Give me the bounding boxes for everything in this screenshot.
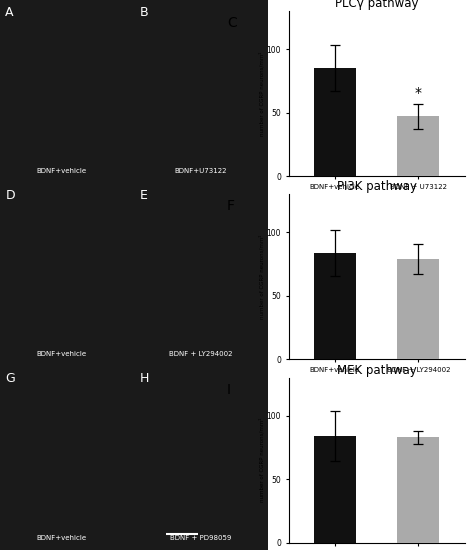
- Text: G: G: [5, 372, 15, 385]
- Text: BDNF + PD98059: BDNF + PD98059: [170, 535, 232, 541]
- Text: B: B: [139, 6, 148, 19]
- Text: D: D: [5, 189, 15, 202]
- Text: BDNF+vehicle: BDNF+vehicle: [36, 351, 87, 358]
- Text: A: A: [5, 6, 14, 19]
- Text: C: C: [227, 16, 237, 30]
- Bar: [398, 117, 439, 176]
- Text: BDNF+vehicle: BDNF+vehicle: [36, 168, 87, 174]
- Text: H: H: [139, 372, 149, 385]
- Bar: [398, 437, 439, 543]
- Bar: [314, 68, 356, 176]
- Y-axis label: number of CGRP neurons/mm²: number of CGRP neurons/mm²: [259, 235, 265, 319]
- Text: BDNF + LY294002: BDNF + LY294002: [169, 351, 233, 358]
- Text: *: *: [415, 86, 422, 100]
- Y-axis label: number of CGRP neurons/mm²: number of CGRP neurons/mm²: [259, 418, 265, 502]
- Text: BDNF+U73122: BDNF+U73122: [175, 168, 227, 174]
- Bar: [314, 252, 356, 359]
- Text: E: E: [139, 189, 147, 202]
- Text: BDNF+vehicle: BDNF+vehicle: [36, 535, 87, 541]
- Title: MEK pathway: MEK pathway: [337, 364, 416, 377]
- Bar: [398, 259, 439, 359]
- Text: I: I: [227, 383, 231, 397]
- Title: PLCγ pathway: PLCγ pathway: [335, 0, 418, 10]
- Text: F: F: [227, 199, 235, 213]
- Y-axis label: number of CGRP neurons/mm²: number of CGRP neurons/mm²: [259, 51, 265, 136]
- Title: PI3K pathway: PI3K pathway: [337, 180, 417, 193]
- Bar: [314, 436, 356, 543]
